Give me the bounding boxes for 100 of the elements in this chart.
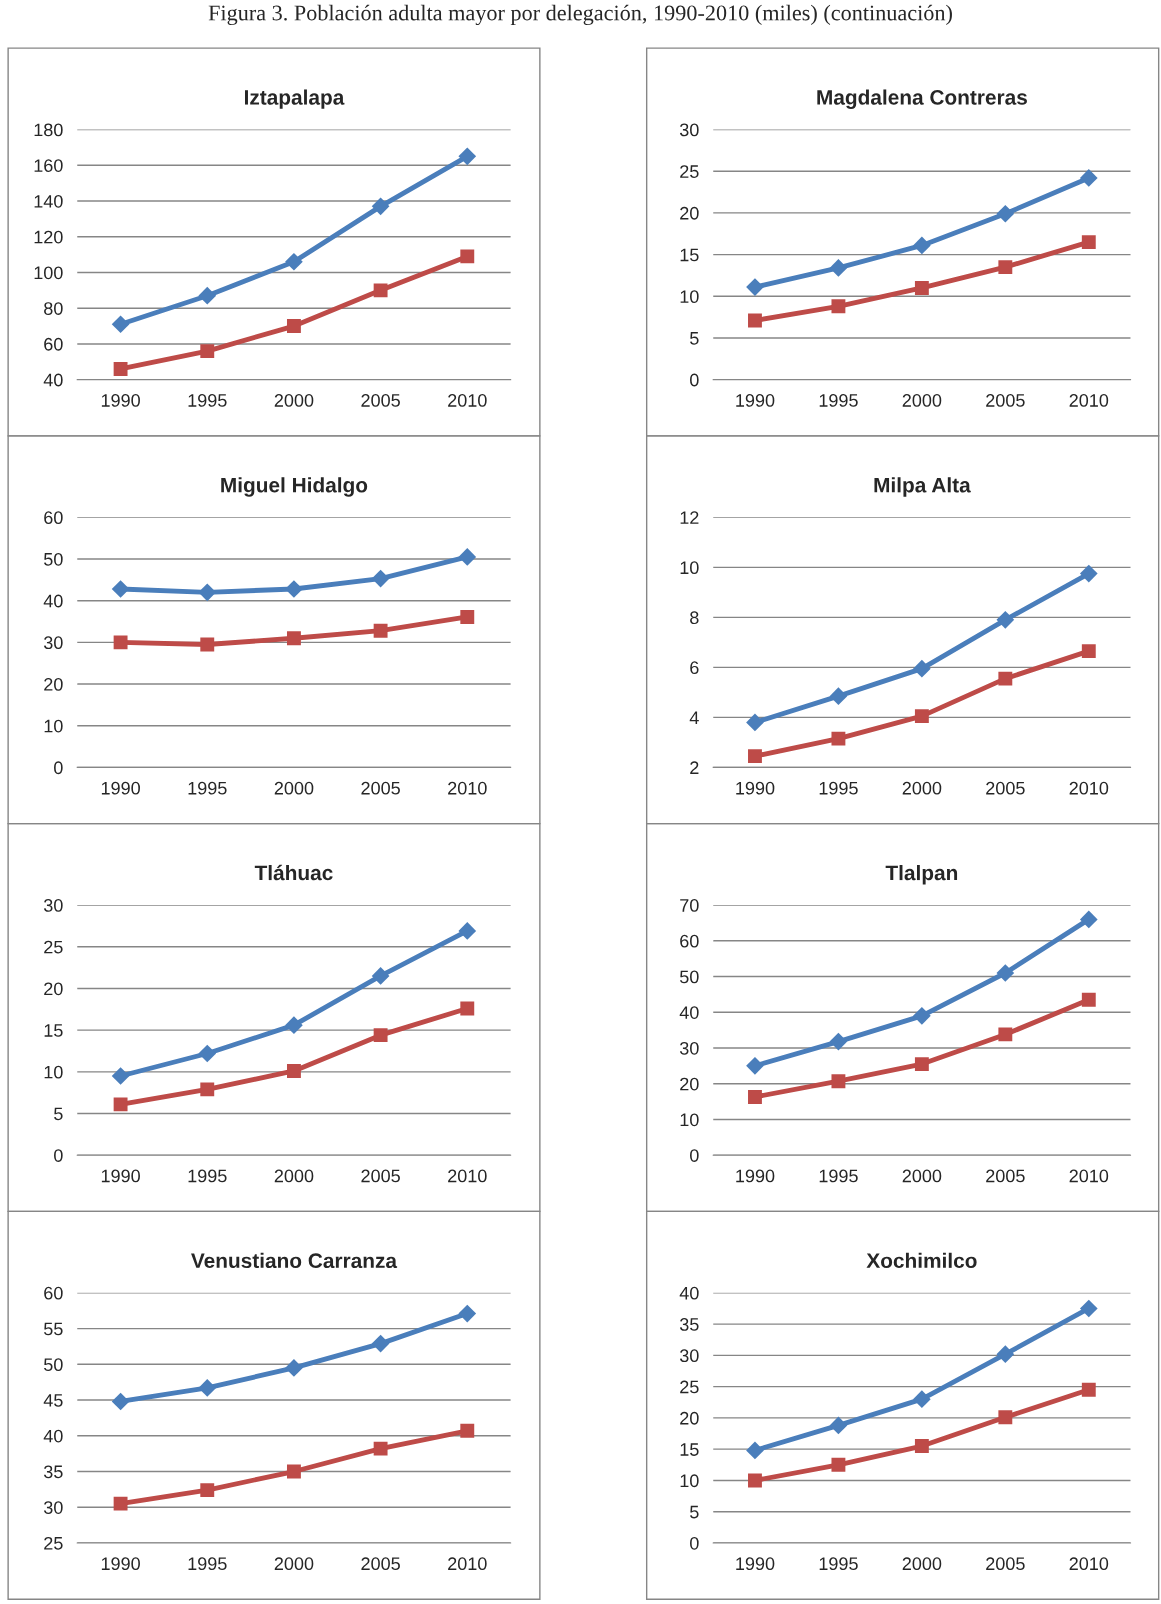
y-tick-label: 50 xyxy=(679,970,699,984)
point xyxy=(1079,910,1098,929)
y-tick-label: 20 xyxy=(680,1411,699,1425)
chart-title: Xochimilco xyxy=(866,1252,977,1269)
point xyxy=(1081,644,1096,659)
point xyxy=(113,1097,128,1112)
point xyxy=(198,286,217,305)
y-tick-label: 2 xyxy=(690,761,699,774)
y-tick-label: 0 xyxy=(690,1149,699,1162)
point xyxy=(998,671,1013,686)
y-tick-label: 180 xyxy=(34,123,63,137)
y-tick-label: 30 xyxy=(679,123,699,137)
point xyxy=(285,1016,303,1034)
y-tick-label: 40 xyxy=(43,594,63,608)
x-tick-label: 2000 xyxy=(902,781,942,795)
point xyxy=(286,631,301,646)
x-tick-label: 1990 xyxy=(736,394,775,407)
x-tick-label: 2010 xyxy=(448,1557,487,1571)
y-tick-label: 30 xyxy=(679,1041,699,1055)
point xyxy=(913,236,931,255)
point xyxy=(998,1410,1013,1425)
x-tick-label: 2000 xyxy=(902,1557,942,1571)
point xyxy=(373,1028,388,1043)
point xyxy=(998,1027,1013,1042)
x-tick-label: 2005 xyxy=(986,781,1025,795)
x-tick-label: 2005 xyxy=(986,1557,1025,1571)
point xyxy=(831,1074,846,1089)
x-tick-label: 1995 xyxy=(188,1169,227,1183)
y-tick-label: 20 xyxy=(44,677,63,691)
y-tick-label: 35 xyxy=(679,1318,699,1331)
y-tick-label: 60 xyxy=(44,1286,63,1300)
point xyxy=(914,709,929,724)
point xyxy=(285,252,303,271)
y-tick-label: 45 xyxy=(43,1394,63,1407)
point xyxy=(198,583,217,602)
y-tick-label: 80 xyxy=(44,302,63,315)
point xyxy=(998,260,1013,275)
y-tick-label: 50 xyxy=(44,1358,63,1372)
y-tick-label: 55 xyxy=(44,1322,63,1336)
y-tick-label: 12 xyxy=(680,511,699,524)
y-tick-label: 10 xyxy=(680,1113,699,1127)
chart-title: Magdalena Contreras xyxy=(817,89,1027,109)
x-tick-label: 2000 xyxy=(902,394,942,407)
x-tick-label: 2010 xyxy=(1069,394,1109,407)
point xyxy=(914,1057,929,1072)
point xyxy=(286,1064,301,1078)
y-tick-label: 10 xyxy=(680,561,699,575)
x-tick-label: 1995 xyxy=(819,1169,858,1183)
chart-title: Tláhuac xyxy=(254,864,333,881)
point xyxy=(111,315,130,334)
y-tick-label: 50 xyxy=(44,552,63,566)
point xyxy=(460,610,475,624)
x-tick-label: 2010 xyxy=(448,1169,487,1183)
point xyxy=(111,1067,130,1085)
point xyxy=(996,611,1015,629)
x-tick-label: 2010 xyxy=(448,394,487,407)
point xyxy=(746,713,764,732)
x-tick-label: 2000 xyxy=(274,1557,314,1571)
x-tick-label: 1990 xyxy=(736,1557,775,1571)
y-tick-label: 120 xyxy=(34,230,63,244)
y-tick-label: 60 xyxy=(44,511,63,525)
y-tick-label: 15 xyxy=(680,1443,699,1456)
y-tick-label: 100 xyxy=(34,266,63,280)
point xyxy=(373,283,388,298)
y-tick-label: 10 xyxy=(44,719,63,733)
y-tick-label: 5 xyxy=(690,1505,699,1519)
point xyxy=(829,687,848,705)
point xyxy=(286,319,301,334)
x-tick-label: 2000 xyxy=(274,394,314,407)
point xyxy=(371,967,390,985)
y-tick-label: 30 xyxy=(43,1501,63,1514)
chart-title: Iztapalapa xyxy=(244,89,345,109)
point xyxy=(373,1441,388,1456)
point xyxy=(200,344,215,359)
x-tick-label: 1995 xyxy=(188,1557,227,1571)
point xyxy=(1079,564,1098,583)
x-tick-label: 1995 xyxy=(819,781,858,795)
x-tick-label: 2000 xyxy=(902,1169,942,1183)
point xyxy=(1081,992,1096,1007)
x-tick-label: 2010 xyxy=(1069,1557,1109,1571)
y-tick-label: 0 xyxy=(54,761,63,775)
y-tick-label: 40 xyxy=(43,1429,63,1443)
x-tick-label: 1995 xyxy=(819,1557,858,1571)
point xyxy=(831,1457,846,1472)
point xyxy=(371,569,390,588)
chart-title: Miguel Hidalgo xyxy=(221,477,368,497)
x-tick-label: 2005 xyxy=(361,781,400,795)
point xyxy=(111,580,130,598)
point xyxy=(913,1390,931,1408)
y-tick-label: 25 xyxy=(680,1380,699,1394)
y-tick-label: 15 xyxy=(44,1024,63,1037)
y-tick-label: 60 xyxy=(44,337,63,351)
point xyxy=(458,1304,477,1323)
point xyxy=(746,278,764,296)
point xyxy=(373,623,388,638)
point xyxy=(371,1334,390,1353)
x-tick-label: 2000 xyxy=(274,1169,314,1183)
point xyxy=(996,964,1015,982)
point xyxy=(831,299,846,314)
point xyxy=(111,1392,130,1411)
